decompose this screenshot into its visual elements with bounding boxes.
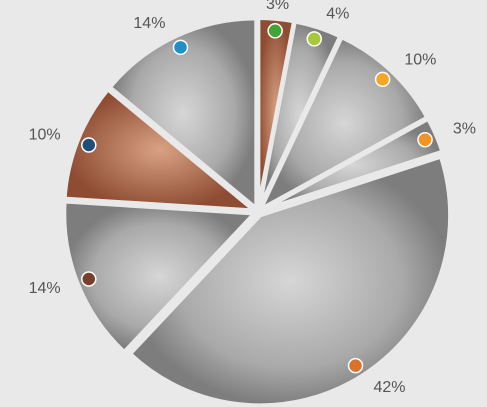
legend-dot [268, 24, 282, 38]
value-label: 10% [404, 52, 436, 69]
legend-dot [82, 272, 96, 286]
chart: 3% 4% 10% 3% 42% 14% 10% 14% [0, 0, 487, 407]
value-label: 3% [266, 0, 289, 13]
value-label: 3% [453, 121, 476, 138]
value-label: 10% [29, 127, 61, 144]
value-label: 14% [29, 280, 61, 297]
legend-dot [418, 133, 432, 147]
page: 3%4%10%3%42%14%10%14% (() => { const dat… [0, 0, 487, 407]
value-label: 42% [373, 379, 405, 396]
value-label: 14% [133, 15, 165, 32]
legend-dot [174, 40, 188, 54]
legend-dot [307, 32, 321, 46]
value-label: 4% [326, 5, 349, 22]
legend-dot [376, 72, 390, 86]
legend-dot [82, 138, 96, 152]
legend-dot [349, 359, 363, 373]
